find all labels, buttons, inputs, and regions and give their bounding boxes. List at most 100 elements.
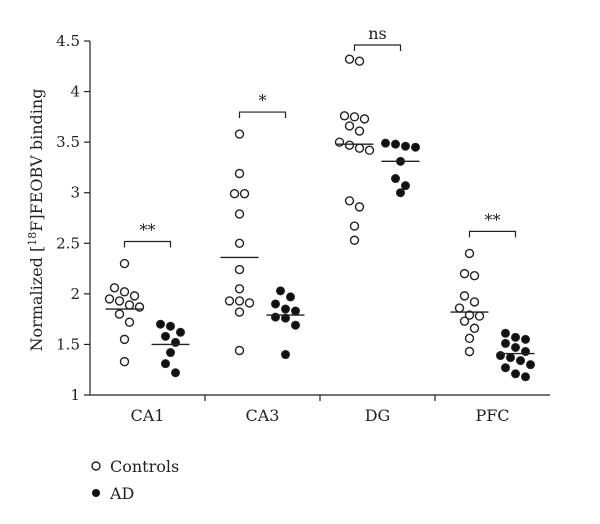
legend-label-controls: Controls (110, 457, 179, 476)
y-tick-label: 2.5 (56, 234, 80, 252)
ad-point (171, 368, 180, 378)
y-tick-label: 4 (70, 83, 80, 101)
control-point (119, 287, 130, 297)
category-label: DG (365, 406, 391, 425)
ad-point (391, 174, 400, 184)
control-point (334, 137, 345, 147)
ad-point (411, 142, 420, 152)
ad-point (271, 299, 280, 309)
category-labels: CA1 CA3 DG PFC (131, 395, 510, 425)
control-point (234, 238, 245, 248)
control-point (344, 54, 355, 64)
ad-point (161, 359, 170, 369)
control-point (114, 296, 125, 306)
control-point (349, 112, 360, 122)
legend-label-ad: AD (109, 484, 134, 503)
ad-point (396, 188, 405, 198)
control-point (344, 121, 355, 131)
control-point (129, 291, 140, 301)
control-point (464, 346, 475, 357)
control-point (464, 333, 475, 344)
control-point (459, 291, 470, 301)
significance-bracket (468, 230, 517, 238)
control-point (469, 323, 480, 333)
ad-point (401, 181, 410, 191)
y-tick-label: 4.5 (56, 32, 80, 50)
control-point (119, 258, 130, 269)
ad-point (516, 356, 525, 366)
ad-point (286, 292, 295, 302)
ad-point (501, 338, 510, 348)
control-point (454, 303, 465, 313)
control-point (344, 196, 355, 206)
ad-point (271, 312, 280, 322)
significance-bracket (353, 44, 402, 51)
control-point (354, 143, 365, 153)
control-point (234, 168, 245, 179)
control-point (344, 140, 355, 150)
ad-point (521, 347, 530, 357)
category-label: CA1 (131, 406, 165, 425)
y-tick-label: 3 (70, 184, 80, 202)
significance-label: ns (368, 24, 387, 43)
ad-point (521, 372, 530, 382)
y-axis-label-superscript: 18 (26, 232, 39, 246)
control-point (464, 310, 475, 320)
significance-bracket (123, 240, 172, 248)
ad-point (166, 321, 175, 331)
category-label: PFC (475, 406, 509, 425)
control-point (474, 311, 485, 321)
control-point (229, 189, 240, 199)
ad-point (291, 320, 300, 330)
data-points (104, 54, 535, 382)
significance-label: ** (140, 221, 156, 240)
ad-point (381, 138, 390, 148)
y-ticks: 1 1.5 2 2.5 3 3.5 4 4.5 (56, 32, 90, 404)
ad-point (511, 342, 520, 352)
control-point (349, 235, 360, 245)
control-point (339, 111, 350, 121)
ad-point (171, 337, 180, 347)
ad-point (291, 306, 300, 316)
control-point (459, 268, 470, 279)
control-point (469, 297, 480, 307)
legend: Controls AD (91, 457, 179, 503)
ad-point (391, 139, 400, 149)
legend-marker-controls (91, 461, 101, 471)
ad-point (401, 141, 410, 151)
ad-point (156, 319, 165, 329)
y-axis-label: Normalized [18F]FEOBV binding (26, 89, 47, 352)
control-point (124, 300, 135, 310)
ad-point (281, 350, 290, 360)
control-point (124, 317, 135, 327)
control-point (364, 145, 375, 155)
ad-point (511, 332, 520, 342)
ad-point (511, 369, 520, 379)
ad-point (501, 328, 510, 338)
y-tick-label: 2 (70, 285, 80, 303)
legend-marker-ad (92, 489, 100, 497)
ad-point (496, 351, 505, 361)
ad-point (521, 334, 530, 344)
ad-point (526, 360, 535, 370)
ad-point (506, 353, 515, 363)
category-label: CA3 (246, 406, 280, 425)
control-point (459, 316, 470, 326)
control-point (234, 296, 245, 306)
control-point (119, 334, 130, 345)
control-point (234, 307, 245, 317)
control-point (354, 56, 365, 66)
control-point (234, 264, 245, 275)
y-tick-label: 1.5 (56, 335, 80, 353)
control-point (349, 221, 360, 231)
ad-point (281, 304, 290, 314)
significance-bracket (238, 111, 287, 119)
control-point (354, 202, 365, 212)
axes (89, 41, 550, 396)
control-point (119, 356, 130, 367)
significance-brackets: ***ns** (123, 24, 517, 248)
ad-point (276, 286, 285, 296)
control-point (244, 298, 255, 308)
ad-point (166, 348, 175, 358)
